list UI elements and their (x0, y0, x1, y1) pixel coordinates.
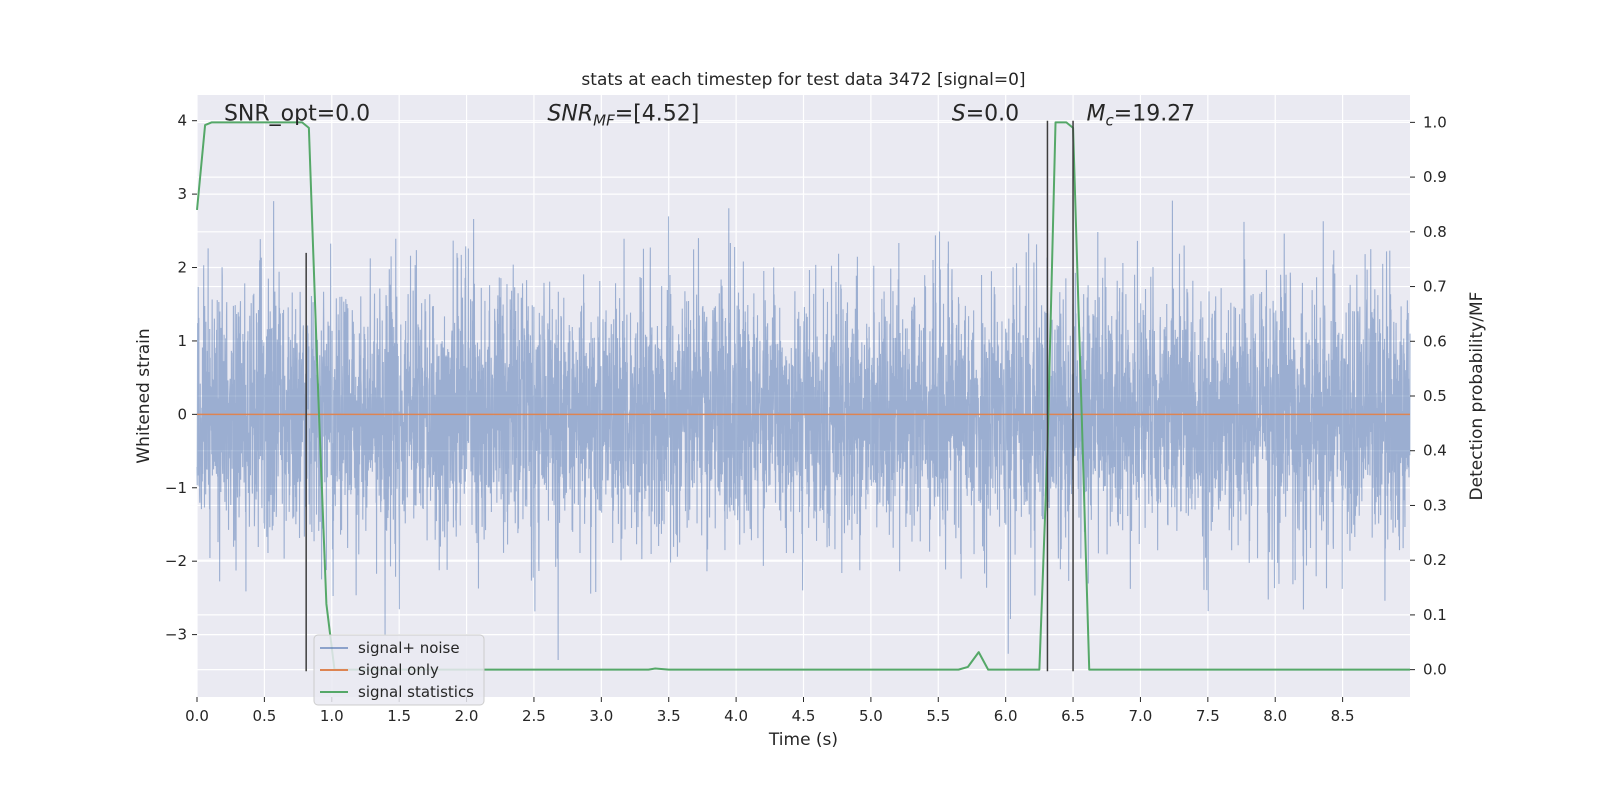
annotation-text: S=0.0 (952, 102, 1019, 127)
annotation-text: SNR_opt=0.0 (224, 102, 370, 127)
series-line-signal-noise (196, 200, 1411, 660)
x-tick-label: 7.5 (1196, 707, 1220, 725)
x-tick-label: 8.0 (1263, 707, 1287, 725)
legend-box (313, 634, 485, 706)
x-axis-label: Time (s) (768, 730, 838, 750)
x-tick-label: 2.5 (522, 707, 546, 725)
y-left-tick-label: 4 (177, 112, 187, 130)
x-tick-label: 3.5 (657, 707, 681, 725)
y-right-tick-label: 1.0 (1423, 113, 1447, 131)
y-left-tick-label: 2 (177, 259, 187, 277)
annotations: SNR_opt=0.0 SNRMF=[4.52] S=0.0 Mc=19.27 (224, 102, 1195, 130)
y-right-tick-label: 0.8 (1423, 223, 1447, 241)
y-axis-label-left: Whitened strain (134, 328, 154, 463)
x-tick-label: 6.0 (994, 707, 1018, 725)
y-axis-label-right: Detection probability/MF (1467, 292, 1487, 501)
y-right-tick-label: 0.5 (1423, 387, 1447, 405)
y-right-tick-label: 0.0 (1423, 661, 1447, 679)
y-left-tick-label: −1 (165, 479, 187, 497)
vertical-markers (305, 120, 1074, 672)
y-right-tick-label: 0.1 (1423, 606, 1447, 624)
x-tick-label: 5.5 (926, 707, 950, 725)
legend: signal+ noise signal only signal statistic… (313, 634, 485, 706)
y-right-tick-label: 0.3 (1423, 496, 1447, 514)
y-left-tick-label: 0 (177, 405, 187, 423)
y-left-tick-label: 3 (177, 185, 187, 203)
x-tick-label: 1.0 (320, 707, 344, 725)
x-tick-label: 7.0 (1129, 707, 1153, 725)
y-right-tick-label: 0.4 (1423, 442, 1447, 460)
legend-label: signal+ noise (358, 639, 460, 657)
x-tick-label: 5.0 (859, 707, 883, 725)
y-left-tick-label: −3 (165, 626, 187, 644)
tick-labels: 0.0 0.5 1.0 1.5 2.0 2.5 3.0 3.5 4.0 4.5 5.0 5.5 6.0 6… (165, 112, 1447, 725)
y-left-tick-label: 1 (177, 332, 187, 350)
y-right-tick-label: 0.2 (1423, 551, 1447, 569)
series-lines (196, 121, 1410, 671)
series-line-signal-statistics (196, 121, 1410, 671)
y-right-tick-label: 0.7 (1423, 278, 1447, 296)
x-tick-label: 1.5 (387, 707, 411, 725)
x-tick-label: 3.0 (589, 707, 613, 725)
x-tick-label: 0.5 (252, 707, 276, 725)
x-tick-label: 8.5 (1331, 707, 1355, 725)
x-tick-label: 2.0 (455, 707, 479, 725)
annotation-text: Mc=19.27 (1087, 102, 1196, 130)
x-tick-label: 4.0 (724, 707, 748, 725)
y-right-tick-label: 0.9 (1423, 168, 1447, 186)
x-tick-label: 6.5 (1061, 707, 1085, 725)
legend-label: signal only (358, 661, 439, 679)
annotation-text: SNRMF=[4.52] (547, 102, 699, 130)
x-tick-label: 0.0 (185, 707, 209, 725)
chart-title: stats at each timestep for test data 347… (581, 70, 1025, 90)
y-left-tick-label: −2 (165, 552, 187, 570)
series-signal-noise (196, 200, 1411, 660)
legend-label: signal statistics (358, 683, 474, 701)
y-right-tick-label: 0.6 (1423, 332, 1447, 350)
x-tick-label: 4.5 (792, 707, 816, 725)
